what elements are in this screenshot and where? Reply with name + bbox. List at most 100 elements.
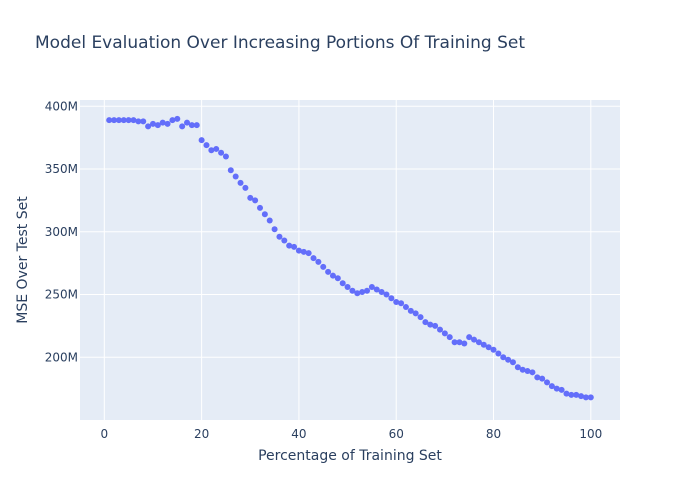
- data-point: [232, 173, 239, 180]
- y-tick-label: 350M: [45, 162, 78, 176]
- data-point: [437, 326, 443, 333]
- x-tick-label: 60: [389, 427, 404, 441]
- data-point: [407, 307, 414, 314]
- x-tick-label: 0: [101, 427, 109, 441]
- data-point: [257, 204, 263, 211]
- data-point: [286, 242, 293, 249]
- y-tick-label: 200M: [45, 350, 78, 364]
- data-point: [568, 391, 575, 398]
- data-point: [471, 336, 478, 343]
- y-tick-label: 400M: [45, 99, 78, 113]
- data-point: [281, 237, 288, 244]
- data-point: [159, 119, 166, 126]
- data-point: [174, 115, 181, 122]
- x-axis-title: Percentage of Training Set: [258, 448, 442, 464]
- data-point: [218, 149, 225, 156]
- data-point: [276, 233, 283, 240]
- data-point: [417, 314, 424, 321]
- data-point: [320, 263, 327, 270]
- data-point: [432, 322, 439, 329]
- data-point: [237, 179, 244, 186]
- data-point: [242, 184, 249, 191]
- data-point: [188, 122, 195, 129]
- y-tick-label: 300M: [45, 225, 78, 239]
- data-point: [266, 217, 273, 224]
- data-point: [339, 280, 346, 287]
- data-point: [227, 167, 234, 174]
- data-point: [509, 359, 516, 366]
- data-point: [315, 258, 322, 265]
- data-point: [412, 310, 419, 317]
- data-point: [213, 145, 220, 152]
- data-point: [456, 339, 463, 346]
- data-point: [587, 394, 594, 401]
- data-point: [578, 393, 585, 400]
- data-point: [378, 289, 385, 295]
- data-point: [208, 147, 215, 154]
- data-point: [505, 356, 512, 363]
- data-point: [368, 283, 375, 290]
- data-point: [514, 364, 521, 371]
- data-point: [461, 340, 468, 347]
- data-point: [563, 390, 570, 397]
- data-point: [539, 375, 546, 382]
- data-point: [325, 268, 332, 275]
- data-point: [120, 117, 127, 124]
- data-point: [115, 117, 122, 124]
- chart-title: Model Evaluation Over Increasing Portion…: [35, 33, 526, 53]
- data-point: [422, 319, 429, 326]
- data-point: [300, 248, 307, 255]
- data-point: [184, 119, 191, 126]
- data-point: [145, 123, 152, 130]
- data-point: [427, 321, 434, 328]
- data-point: [135, 118, 142, 125]
- x-axis-ticks: 0 20 40 60 80 100: [101, 427, 603, 441]
- data-point: [388, 295, 395, 302]
- data-point: [179, 123, 186, 130]
- data-point: [529, 369, 536, 376]
- grid-lines: [80, 100, 620, 420]
- data-point: [261, 211, 268, 218]
- data-point: [402, 304, 409, 311]
- data-point: [164, 120, 171, 127]
- data-point: [364, 287, 371, 294]
- data-point: [154, 122, 161, 129]
- data-point: [252, 197, 259, 204]
- data-point: [475, 339, 482, 346]
- x-tick-label: 40: [291, 427, 306, 441]
- data-point: [125, 117, 132, 124]
- data-point: [524, 368, 531, 375]
- data-point: [169, 117, 176, 124]
- data-point: [534, 374, 541, 381]
- x-tick-label: 100: [579, 427, 602, 441]
- data-point: [359, 289, 366, 295]
- data-point: [271, 226, 278, 233]
- data-point: [310, 255, 317, 262]
- data-point: [203, 142, 210, 149]
- data-point: [519, 366, 526, 373]
- x-tick-label: 80: [486, 427, 501, 441]
- plot-area: [80, 100, 620, 420]
- data-point: [373, 286, 380, 293]
- data-point: [383, 291, 390, 298]
- data-point: [149, 120, 156, 127]
- y-axis-ticks: 200M 250M 300M 350M 400M: [45, 99, 78, 364]
- data-point: [344, 283, 351, 290]
- data-point: [140, 118, 147, 125]
- data-point: [485, 344, 492, 351]
- data-point: [247, 194, 254, 201]
- data-point: [446, 334, 453, 341]
- data-point: [130, 117, 137, 124]
- x-tick-label: 20: [194, 427, 209, 441]
- data-point: [548, 383, 555, 390]
- data-point: [451, 339, 458, 346]
- data-point: [111, 117, 118, 124]
- data-point: [295, 247, 302, 254]
- data-point: [582, 394, 589, 401]
- data-point: [198, 137, 205, 144]
- data-point: [291, 243, 298, 250]
- data-point: [398, 300, 405, 307]
- data-point: [480, 341, 487, 348]
- data-point: [222, 153, 229, 160]
